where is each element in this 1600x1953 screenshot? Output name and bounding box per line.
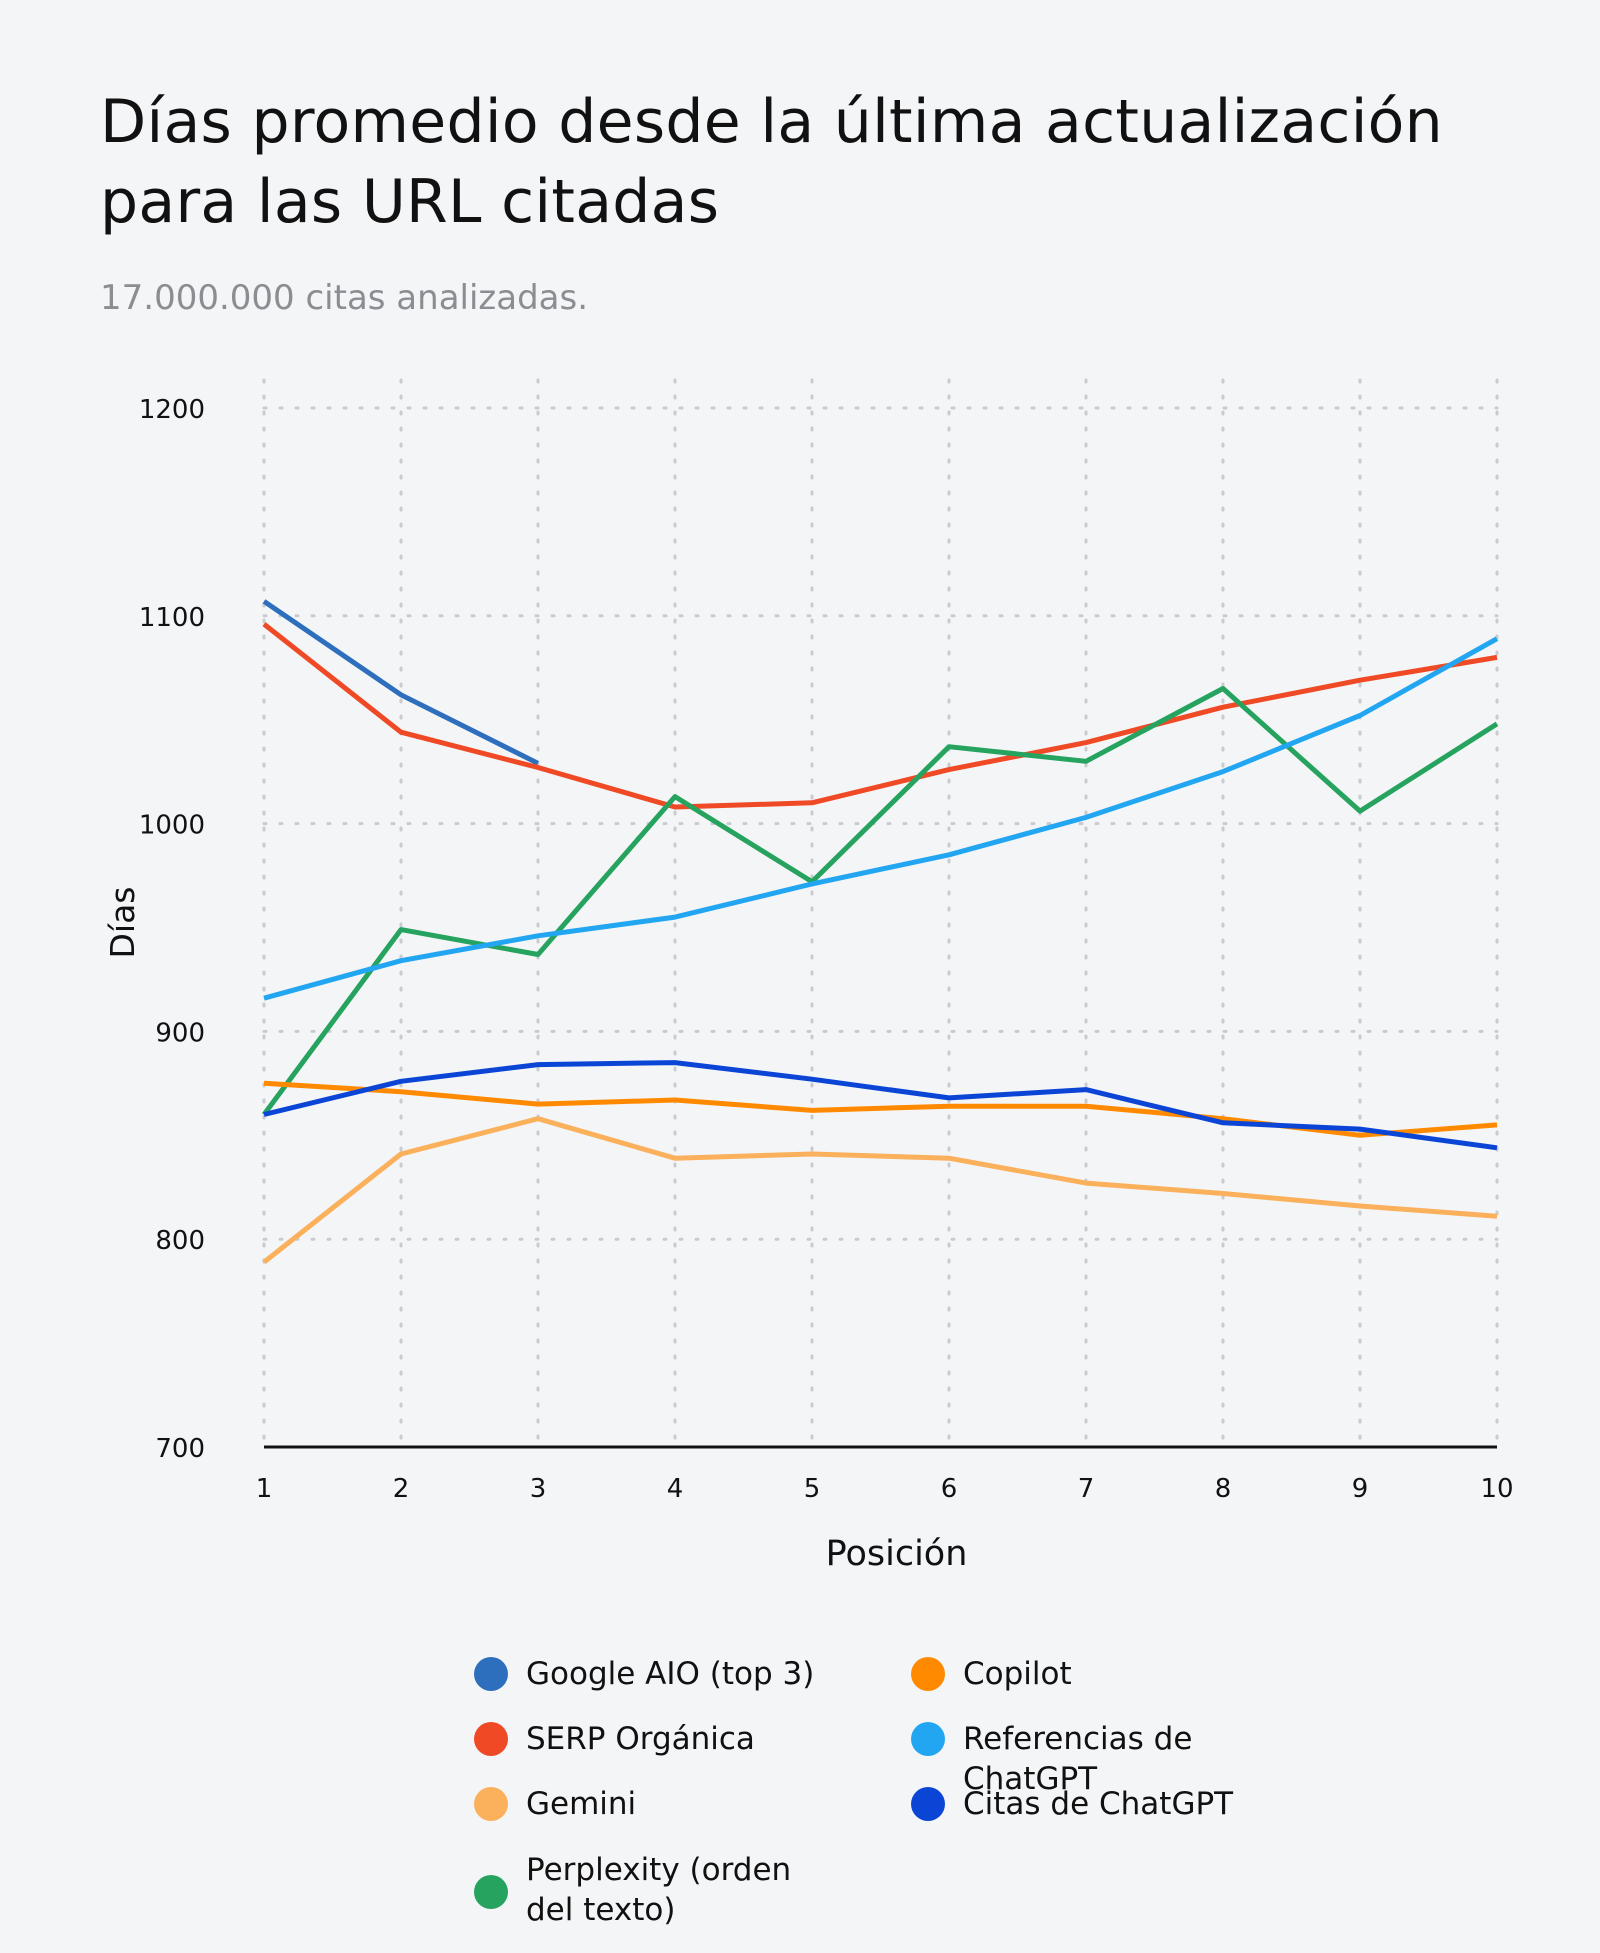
legend-item: SERP Orgánica [474, 1719, 826, 1759]
legend-swatch [474, 1722, 508, 1756]
x-tick-label: 10 [1480, 1474, 1513, 1504]
x-tick-label: 4 [667, 1474, 684, 1504]
legend-label: Google AIO (top 3) [526, 1656, 815, 1692]
legend-swatch [911, 1657, 945, 1691]
legend-item: Google AIO (top 3) [474, 1654, 826, 1694]
legend-swatch [474, 1875, 508, 1909]
series-lines [261, 599, 1499, 1265]
chart-title: Días promedio desde la última actualizac… [100, 87, 1444, 237]
legend-item: Copilot [911, 1654, 1263, 1694]
x-tick-label: 7 [1078, 1474, 1095, 1504]
series-line-3 [261, 686, 1499, 1116]
y-tick-labels: 700 800 900 1000 1100 1200 [139, 395, 205, 1464]
x-tick-label: 5 [804, 1474, 821, 1504]
y-tick-label: 700 [155, 1434, 205, 1464]
x-tick-label: 6 [941, 1474, 958, 1504]
y-tick-label: 900 [155, 1018, 205, 1048]
x-tick-label: 1 [256, 1474, 273, 1504]
x-tick-label: 3 [530, 1474, 547, 1504]
legend-label: SERP Orgánica [526, 1721, 755, 1757]
chart-subtitle: 17.000.000 citas analizadas. [100, 278, 589, 318]
y-tick-label: 1200 [139, 395, 205, 425]
legend-item: Referencias de ChatGPT [911, 1719, 1263, 1799]
series-line-6 [263, 1060, 1498, 1151]
legend-swatch [474, 1657, 508, 1691]
legend-label: Perplexity (orden del texto) [526, 1852, 792, 1928]
y-axis-label: Días [103, 887, 142, 959]
grid [262, 378, 1499, 1449]
legend-swatch [911, 1787, 945, 1821]
legend-item: Perplexity (orden del texto) [474, 1850, 826, 1930]
legend-label: Citas de ChatGPT [963, 1786, 1234, 1822]
series-line-2 [262, 1116, 1498, 1265]
y-tick-label: 1100 [139, 603, 205, 633]
y-tick-label: 1000 [139, 811, 205, 841]
series-line-0 [262, 599, 540, 766]
legend-swatch [911, 1722, 945, 1756]
legend-item: Gemini [474, 1784, 826, 1824]
x-tick-label: 9 [1352, 1474, 1369, 1504]
legend-swatch [474, 1787, 508, 1821]
x-tick-label: 2 [393, 1474, 410, 1504]
y-tick-label: 800 [155, 1226, 205, 1256]
legend-item: Citas de ChatGPT [911, 1784, 1263, 1824]
series-line-5 [263, 636, 1499, 1001]
x-axis-label: Posición [826, 1534, 968, 1574]
legend-label: Gemini [526, 1786, 637, 1822]
legend-label: Referencias de ChatGPT [963, 1721, 1193, 1797]
x-tick-labels: 1 2 3 4 5 6 7 8 9 10 [256, 1474, 1514, 1504]
x-tick-label: 8 [1215, 1474, 1232, 1504]
series-line-1 [262, 622, 1498, 810]
legend-label: Copilot [963, 1656, 1072, 1692]
